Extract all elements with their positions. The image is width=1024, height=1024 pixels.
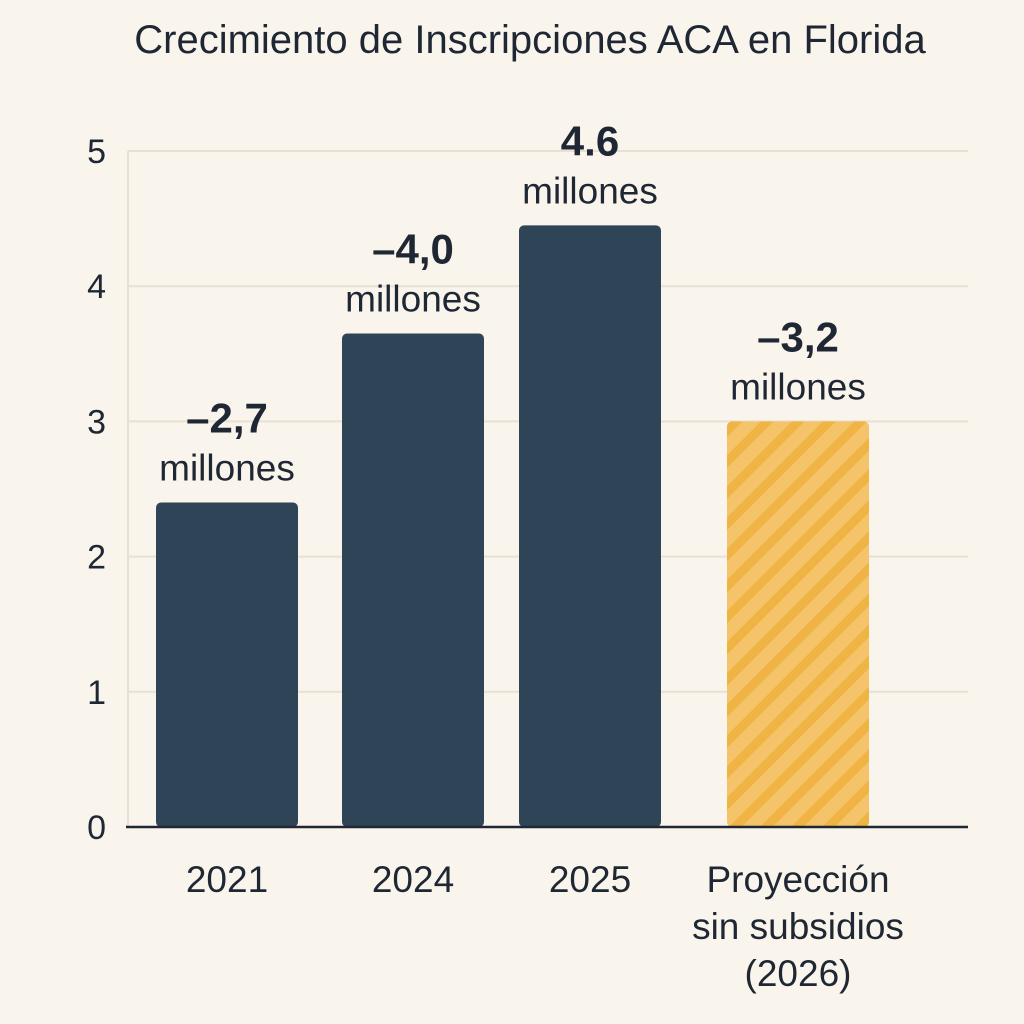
x-tick-label: (2026) bbox=[745, 953, 852, 994]
data-label-unit: millones bbox=[730, 366, 866, 407]
bar bbox=[156, 502, 298, 827]
y-tick-label: 5 bbox=[87, 133, 106, 171]
y-tick-label: 0 bbox=[87, 809, 106, 847]
chart-title: Crecimiento de Inscripciones ACA en Flor… bbox=[134, 18, 926, 62]
data-label-unit: millones bbox=[345, 279, 481, 320]
bar bbox=[519, 225, 661, 828]
data-label-unit: millones bbox=[522, 170, 658, 211]
data-label-value: –2,7 bbox=[186, 395, 268, 442]
data-label-value: –3,2 bbox=[757, 313, 839, 360]
x-tick-label: 2021 bbox=[186, 859, 268, 900]
data-label-value: –4,0 bbox=[372, 226, 454, 273]
x-tick-label: sin subsidios bbox=[692, 906, 904, 947]
data-label-unit: millones bbox=[159, 448, 295, 489]
x-tick-label: 2024 bbox=[372, 859, 454, 900]
bar-projection bbox=[727, 421, 869, 827]
x-tick-label: 2025 bbox=[549, 859, 631, 900]
y-tick-label: 1 bbox=[87, 674, 106, 712]
data-label-value: 4.6 bbox=[561, 117, 619, 164]
y-tick-label: 4 bbox=[87, 268, 106, 306]
x-tick-label: Proyección bbox=[706, 859, 889, 900]
y-tick-label: 2 bbox=[87, 539, 106, 577]
bar bbox=[342, 333, 484, 827]
y-tick-label: 3 bbox=[87, 403, 106, 441]
